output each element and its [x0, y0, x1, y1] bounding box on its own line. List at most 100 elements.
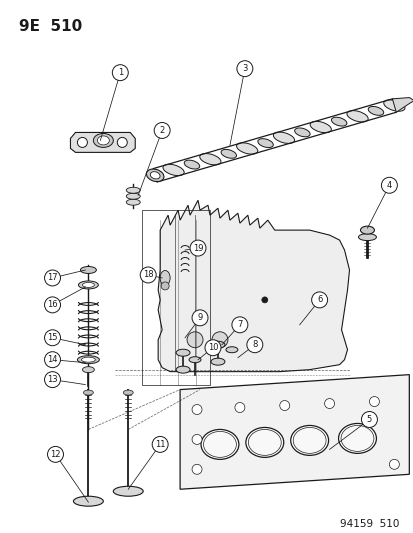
- Circle shape: [231, 317, 247, 333]
- Circle shape: [389, 459, 399, 470]
- Circle shape: [234, 402, 244, 413]
- Circle shape: [380, 177, 396, 193]
- Ellipse shape: [367, 107, 383, 115]
- Text: 10: 10: [207, 343, 218, 352]
- Ellipse shape: [331, 117, 346, 126]
- Ellipse shape: [184, 160, 199, 169]
- Circle shape: [112, 64, 128, 80]
- Circle shape: [45, 330, 60, 346]
- Circle shape: [47, 447, 63, 462]
- Circle shape: [192, 310, 207, 326]
- Ellipse shape: [211, 341, 224, 348]
- Text: 14: 14: [47, 355, 58, 364]
- Ellipse shape: [73, 496, 103, 506]
- Ellipse shape: [236, 143, 257, 154]
- Ellipse shape: [199, 154, 221, 165]
- Text: 13: 13: [47, 375, 58, 384]
- Ellipse shape: [257, 139, 273, 148]
- Ellipse shape: [161, 282, 169, 290]
- Ellipse shape: [176, 349, 190, 356]
- Ellipse shape: [160, 270, 170, 286]
- Circle shape: [211, 332, 228, 348]
- Circle shape: [192, 434, 202, 445]
- Ellipse shape: [83, 390, 93, 395]
- Ellipse shape: [211, 358, 224, 365]
- Ellipse shape: [225, 347, 237, 353]
- Circle shape: [152, 437, 168, 453]
- Ellipse shape: [146, 169, 164, 182]
- Text: 17: 17: [47, 273, 58, 282]
- Text: 4: 4: [386, 181, 391, 190]
- Circle shape: [45, 372, 60, 387]
- Ellipse shape: [80, 266, 96, 273]
- Ellipse shape: [126, 193, 140, 199]
- Text: 9E  510: 9E 510: [19, 19, 82, 34]
- Ellipse shape: [221, 149, 236, 158]
- Circle shape: [192, 464, 202, 474]
- Ellipse shape: [346, 110, 367, 122]
- Ellipse shape: [290, 425, 328, 455]
- Ellipse shape: [358, 233, 375, 240]
- Ellipse shape: [82, 367, 94, 373]
- Circle shape: [324, 399, 334, 408]
- Circle shape: [261, 297, 267, 303]
- Text: 7: 7: [237, 320, 242, 329]
- Circle shape: [368, 397, 378, 407]
- Circle shape: [45, 352, 60, 368]
- Ellipse shape: [150, 172, 160, 179]
- Ellipse shape: [340, 425, 373, 451]
- Circle shape: [45, 270, 60, 286]
- Ellipse shape: [292, 427, 325, 454]
- Circle shape: [117, 138, 127, 148]
- Text: 18: 18: [142, 270, 153, 279]
- Polygon shape: [158, 200, 349, 372]
- Ellipse shape: [338, 424, 375, 454]
- Text: 19: 19: [192, 244, 203, 253]
- Text: 16: 16: [47, 301, 58, 309]
- Ellipse shape: [126, 199, 140, 205]
- Ellipse shape: [248, 430, 280, 455]
- Ellipse shape: [163, 164, 184, 176]
- Circle shape: [236, 61, 252, 77]
- Ellipse shape: [360, 226, 373, 234]
- Text: 94159  510: 94159 510: [339, 519, 399, 529]
- Circle shape: [140, 267, 156, 283]
- Text: 3: 3: [242, 64, 247, 73]
- Ellipse shape: [189, 357, 201, 362]
- Circle shape: [45, 297, 60, 313]
- Ellipse shape: [97, 136, 109, 145]
- Polygon shape: [180, 375, 408, 489]
- Circle shape: [190, 240, 206, 256]
- Ellipse shape: [273, 132, 294, 143]
- Text: 9: 9: [197, 313, 202, 322]
- Circle shape: [204, 340, 221, 356]
- Circle shape: [192, 405, 202, 415]
- Text: 2: 2: [159, 126, 164, 135]
- Circle shape: [361, 411, 377, 427]
- Polygon shape: [392, 98, 413, 112]
- Ellipse shape: [81, 357, 95, 362]
- Ellipse shape: [309, 122, 330, 133]
- Ellipse shape: [123, 390, 133, 395]
- Text: 8: 8: [252, 340, 257, 349]
- Text: 11: 11: [154, 440, 165, 449]
- Ellipse shape: [203, 431, 236, 457]
- Ellipse shape: [113, 486, 143, 496]
- Ellipse shape: [245, 427, 283, 457]
- Ellipse shape: [77, 356, 99, 364]
- Circle shape: [77, 138, 87, 148]
- Circle shape: [187, 332, 202, 348]
- Circle shape: [311, 292, 327, 308]
- Text: 5: 5: [366, 415, 371, 424]
- Ellipse shape: [176, 366, 190, 373]
- Ellipse shape: [126, 187, 140, 193]
- Polygon shape: [70, 133, 135, 152]
- Text: 1: 1: [117, 68, 123, 77]
- Ellipse shape: [294, 128, 309, 137]
- Circle shape: [279, 400, 289, 410]
- Ellipse shape: [78, 281, 98, 289]
- Ellipse shape: [383, 100, 404, 111]
- Text: 12: 12: [50, 450, 61, 459]
- Ellipse shape: [93, 133, 113, 148]
- Text: 15: 15: [47, 333, 58, 342]
